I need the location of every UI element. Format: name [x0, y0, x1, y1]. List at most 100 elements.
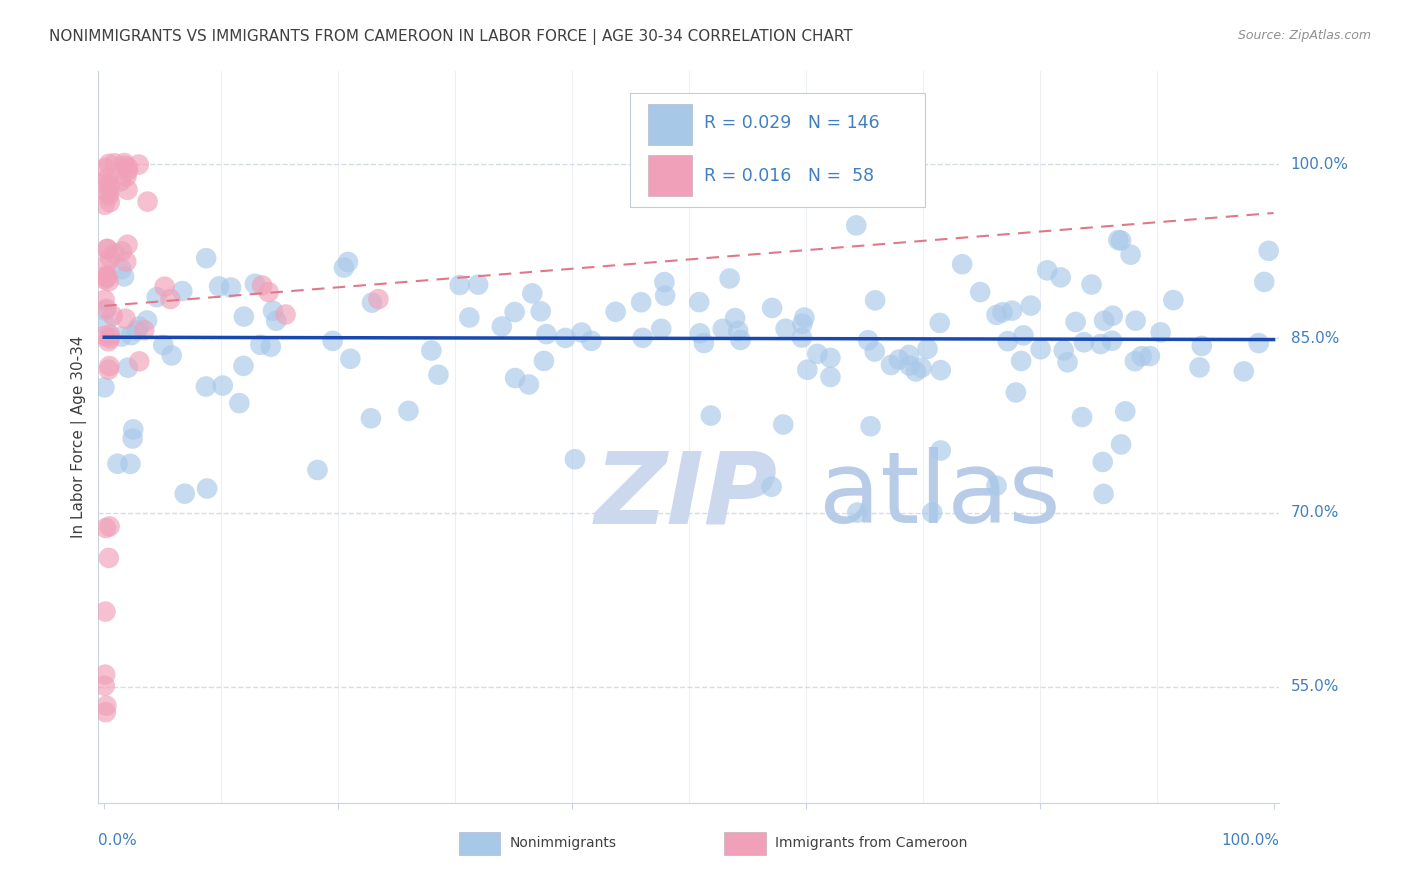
Point [1010, 354, 1032, 368]
Point [96, 256, 118, 270]
Point [173, 486, 195, 500]
Point [96, 270, 118, 285]
Point [152, 338, 174, 352]
Text: Nonimmigrants: Nonimmigrants [509, 836, 616, 850]
Point [1107, 233, 1129, 247]
Point [950, 257, 973, 271]
Point [128, 319, 150, 334]
Point [846, 506, 869, 520]
Point [98, 251, 121, 265]
Point [115, 169, 138, 184]
Point [194, 379, 217, 393]
Point [96, 301, 118, 316]
Point [718, 271, 741, 285]
Point [249, 338, 271, 352]
Point [458, 310, 481, 325]
Point [93, 679, 115, 693]
Point [96, 270, 118, 285]
Point [1188, 360, 1211, 375]
Point [929, 363, 952, 377]
Point [536, 327, 558, 342]
Point [93, 293, 115, 307]
Point [1109, 234, 1132, 248]
Point [928, 316, 950, 330]
Point [117, 161, 139, 175]
Point [1056, 355, 1078, 369]
Point [1001, 303, 1024, 318]
Point [1101, 309, 1123, 323]
Point [98, 195, 121, 210]
Point [101, 309, 124, 323]
Point [172, 284, 194, 298]
Point [120, 457, 142, 471]
Point [219, 280, 242, 294]
Point [1029, 342, 1052, 356]
Point [581, 334, 603, 348]
Point [110, 174, 132, 188]
Point [1091, 455, 1114, 469]
Point [97, 550, 120, 565]
Point [1092, 487, 1115, 501]
Point [449, 278, 471, 293]
Point [361, 295, 384, 310]
Point [117, 237, 139, 252]
Point [1114, 404, 1136, 418]
Point [232, 359, 254, 373]
Point [1090, 337, 1112, 351]
Bar [648, 155, 693, 195]
Point [136, 313, 159, 327]
Point [115, 254, 138, 268]
Point [195, 251, 218, 265]
Point [94, 272, 117, 286]
Point [820, 351, 842, 365]
Point [796, 362, 818, 376]
Point [93, 328, 115, 343]
Point [820, 370, 842, 384]
Point [630, 295, 652, 310]
Point [208, 279, 231, 293]
Point [98, 331, 121, 345]
Point [96, 698, 118, 713]
Point [1139, 349, 1161, 363]
Point [228, 396, 250, 410]
Point [274, 308, 297, 322]
Point [711, 322, 734, 336]
Point [98, 177, 121, 191]
Point [1071, 410, 1094, 425]
Point [554, 331, 576, 345]
Point [772, 417, 794, 432]
Point [260, 340, 283, 354]
Point [910, 360, 932, 375]
Point [117, 183, 139, 197]
Point [1233, 364, 1256, 378]
Point [1064, 315, 1087, 329]
Point [1036, 263, 1059, 277]
Point [211, 378, 233, 392]
Point [793, 310, 815, 325]
Point [904, 364, 927, 378]
Point [898, 348, 921, 362]
Point [1253, 275, 1275, 289]
Point [98, 519, 121, 533]
Point [367, 292, 389, 306]
Point [880, 358, 903, 372]
Text: NONIMMIGRANTS VS IMMIGRANTS FROM CAMEROON IN LABOR FORCE | AGE 30-34 CORRELATION: NONIMMIGRANTS VS IMMIGRANTS FROM CAMEROO… [49, 29, 853, 45]
Text: R = 0.016   N =  58: R = 0.016 N = 58 [704, 167, 875, 185]
Point [114, 159, 136, 173]
Point [125, 323, 148, 337]
Text: 100.0%: 100.0% [1222, 833, 1279, 848]
Point [997, 334, 1019, 348]
Bar [648, 104, 693, 145]
Point [775, 322, 797, 336]
Point [195, 482, 218, 496]
Point [1092, 314, 1115, 328]
Text: 0.0%: 0.0% [98, 833, 138, 848]
Point [336, 255, 359, 269]
Point [491, 319, 513, 334]
Point [121, 432, 143, 446]
Point [863, 344, 886, 359]
Point [98, 359, 121, 373]
Point [1073, 335, 1095, 350]
Point [522, 286, 544, 301]
Point [1012, 328, 1035, 343]
